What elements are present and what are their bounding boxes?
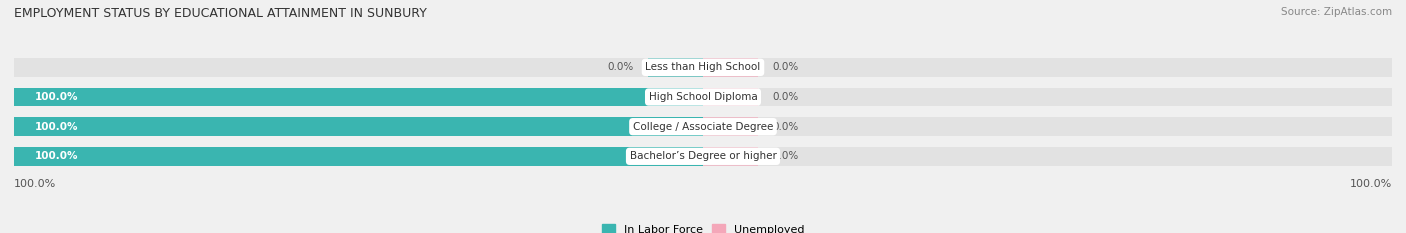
Text: 100.0%: 100.0%: [14, 178, 56, 188]
Text: College / Associate Degree: College / Associate Degree: [633, 122, 773, 132]
Text: EMPLOYMENT STATUS BY EDUCATIONAL ATTAINMENT IN SUNBURY: EMPLOYMENT STATUS BY EDUCATIONAL ATTAINM…: [14, 7, 427, 20]
Text: 100.0%: 100.0%: [1350, 178, 1392, 188]
Text: 100.0%: 100.0%: [35, 92, 79, 102]
Text: 0.0%: 0.0%: [772, 122, 799, 132]
Bar: [14, 88, 1392, 106]
Text: 0.0%: 0.0%: [607, 62, 634, 72]
Text: High School Diploma: High School Diploma: [648, 92, 758, 102]
Bar: [14, 58, 1392, 77]
Bar: [703, 117, 758, 136]
Bar: [703, 147, 758, 165]
Text: 0.0%: 0.0%: [772, 92, 799, 102]
Text: 100.0%: 100.0%: [35, 151, 79, 161]
Text: 100.0%: 100.0%: [35, 122, 79, 132]
Text: 0.0%: 0.0%: [772, 151, 799, 161]
Bar: [703, 88, 758, 106]
Bar: [14, 147, 703, 165]
Text: 0.0%: 0.0%: [772, 62, 799, 72]
Text: Bachelor’s Degree or higher: Bachelor’s Degree or higher: [630, 151, 776, 161]
Bar: [14, 88, 703, 106]
Bar: [14, 117, 1392, 136]
Bar: [703, 58, 758, 77]
Bar: [14, 147, 1392, 165]
Bar: [14, 117, 703, 136]
Legend: In Labor Force, Unemployed: In Labor Force, Unemployed: [598, 220, 808, 233]
Bar: [648, 58, 703, 77]
Text: Less than High School: Less than High School: [645, 62, 761, 72]
Text: Source: ZipAtlas.com: Source: ZipAtlas.com: [1281, 7, 1392, 17]
